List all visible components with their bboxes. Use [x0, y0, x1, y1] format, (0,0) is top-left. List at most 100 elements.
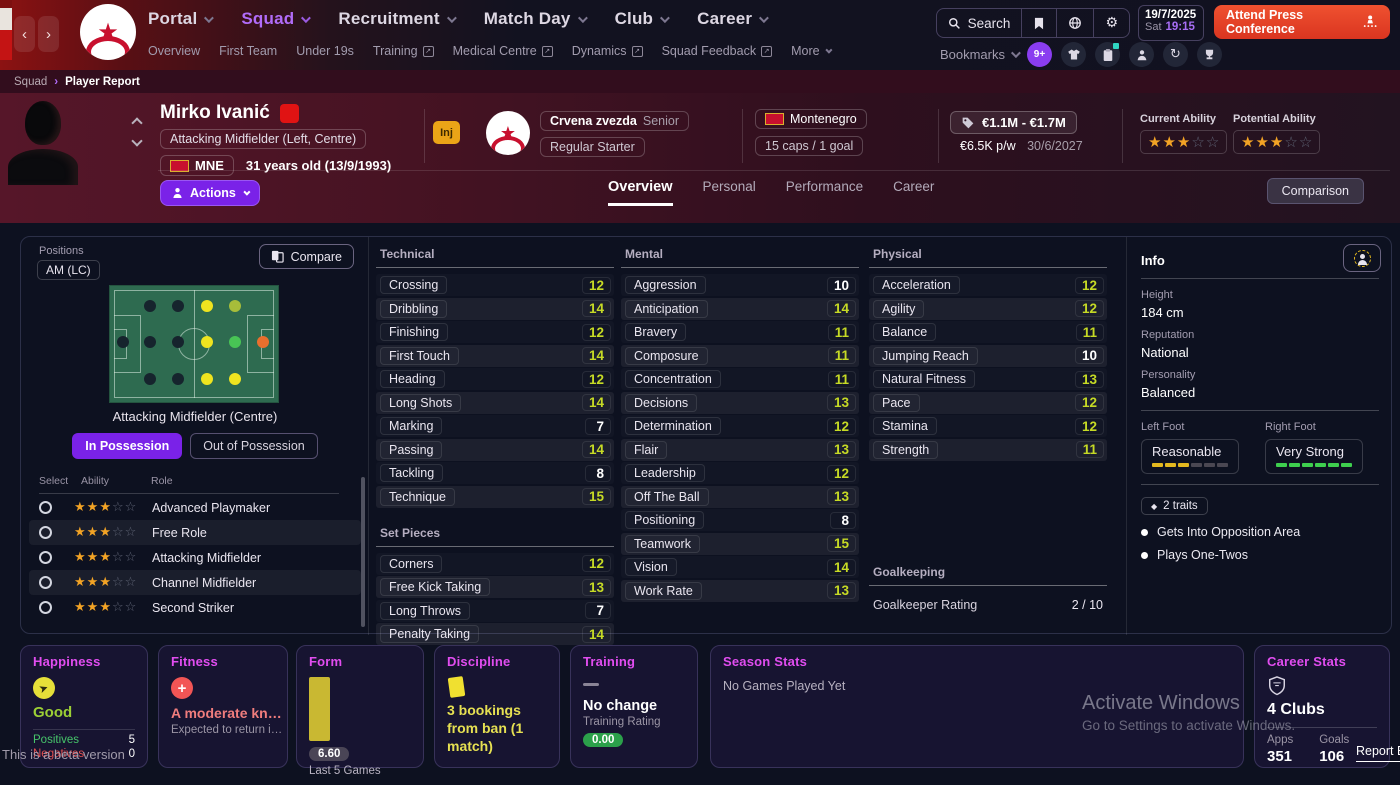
attribute-row[interactable]: Crossing 12: [376, 274, 614, 296]
breadcrumb-parent[interactable]: Squad: [14, 75, 48, 88]
tab-personal[interactable]: Personal: [702, 179, 756, 194]
compare-button[interactable]: Compare: [258, 244, 354, 269]
attribute-row[interactable]: Anticipation 14: [621, 297, 859, 320]
settings-button[interactable]: ⚙: [1093, 9, 1129, 37]
role-radio[interactable]: [39, 601, 52, 614]
attribute-row[interactable]: Acceleration 12: [869, 274, 1107, 296]
in-possession-toggle[interactable]: In Possession: [72, 433, 183, 459]
attribute-row[interactable]: Penalty Taking 14: [376, 623, 614, 645]
attribute-row[interactable]: Balance 11: [869, 321, 1107, 343]
attribute-row[interactable]: Corners 12: [376, 553, 614, 575]
sync-shortcut[interactable]: ↻: [1163, 42, 1188, 67]
attribute-row[interactable]: Work Rate 13: [621, 579, 859, 602]
report-shortcut[interactable]: [1095, 42, 1120, 67]
main-menu-match-day[interactable]: Match Day: [484, 9, 588, 29]
attribute-row[interactable]: Concentration 11: [621, 368, 859, 390]
traits-badge[interactable]: ◆ 2 traits: [1141, 497, 1208, 515]
inbox-badge[interactable]: 9+: [1027, 42, 1052, 67]
sub-menu-medical-centre[interactable]: Medical Centre ↗: [453, 44, 553, 58]
sub-menu-overview[interactable]: Overview: [148, 44, 200, 58]
attribute-row[interactable]: Flair 13: [621, 438, 859, 461]
attribute-row[interactable]: Natural Fitness 13: [869, 368, 1107, 390]
role-row[interactable]: ★ ★ ★ ☆ ☆ Free Role: [29, 520, 361, 545]
role-radio[interactable]: [39, 526, 52, 539]
season-stats-card[interactable]: Season Stats No Games Played Yet: [710, 645, 1244, 768]
role-radio[interactable]: [39, 551, 52, 564]
attribute-row[interactable]: Marking 7: [376, 415, 614, 437]
attribute-row[interactable]: Vision 14: [621, 556, 859, 578]
next-player-button[interactable]: [131, 135, 143, 147]
attribute-row[interactable]: Bravery 11: [621, 321, 859, 343]
notes-button[interactable]: [1021, 9, 1056, 37]
attribute-row[interactable]: Leadership 12: [621, 462, 859, 484]
back-button[interactable]: ‹: [14, 16, 35, 52]
attribute-row[interactable]: Jumping Reach 10: [869, 344, 1107, 367]
squad-shortcut[interactable]: [1061, 42, 1086, 67]
club-crest[interactable]: ★: [486, 111, 530, 155]
world-button[interactable]: [1056, 9, 1093, 37]
attribute-row[interactable]: Teamwork 15: [621, 532, 859, 555]
attribute-row[interactable]: Long Shots 14: [376, 391, 614, 414]
bookmarks-button[interactable]: Bookmarks: [940, 47, 1021, 62]
fitness-card[interactable]: Fitness + A moderate kn… Expected to ret…: [158, 645, 288, 768]
club-pill[interactable]: Crvena zvezda Senior: [540, 111, 689, 131]
main-menu-club[interactable]: Club: [615, 9, 671, 29]
tab-career[interactable]: Career: [893, 179, 935, 194]
form-card[interactable]: Form 6.60 Last 5 Games: [296, 645, 424, 777]
attribute-row[interactable]: Positioning 8: [621, 509, 859, 531]
player-avatar[interactable]: [8, 99, 78, 185]
main-menu-recruitment[interactable]: Recruitment: [338, 9, 457, 29]
club-logo[interactable]: ★: [80, 4, 136, 60]
career-stats-card[interactable]: Career Stats 4 Clubs Apps 351 Goals 106: [1254, 645, 1390, 768]
scout-report-button[interactable]: [1343, 244, 1381, 272]
attribute-row[interactable]: Composure 11: [621, 344, 859, 367]
sub-menu-squad-feedback[interactable]: Squad Feedback ↗: [662, 44, 773, 58]
sub-menu-more[interactable]: More: [791, 44, 833, 58]
main-menu-career[interactable]: Career: [697, 9, 770, 29]
sub-menu-under-19s[interactable]: Under 19s: [296, 44, 354, 58]
sub-menu-first-team[interactable]: First Team: [219, 44, 277, 58]
attribute-row[interactable]: Free Kick Taking 13: [376, 576, 614, 598]
attribute-row[interactable]: Stamina 12: [869, 415, 1107, 437]
training-card[interactable]: Training No change Training Rating 0.00: [570, 645, 698, 768]
attribute-row[interactable]: First Touch 14: [376, 344, 614, 367]
role-row[interactable]: ★ ★ ★ ☆ ☆ Advanced Playmaker: [29, 495, 361, 520]
role-radio[interactable]: [39, 576, 52, 589]
sub-menu-training[interactable]: Training ↗: [373, 44, 434, 58]
role-row[interactable]: ★ ★ ★ ☆ ☆ Second Striker: [29, 595, 361, 620]
game-date[interactable]: 19/7/2025 Sat 19:15: [1138, 5, 1204, 41]
injury-badge[interactable]: Inj: [433, 121, 460, 144]
attribute-row[interactable]: Strength 11: [869, 438, 1107, 461]
main-menu-squad[interactable]: Squad: [241, 9, 312, 29]
sub-menu-dynamics[interactable]: Dynamics ↗: [572, 44, 643, 58]
happiness-card[interactable]: Happiness ➤ Good Positives 5 Negatives 0: [20, 645, 148, 768]
report-bug-link[interactable]: Report Bug: [1356, 744, 1400, 762]
scrollbar-thumb[interactable]: [361, 477, 365, 627]
transfer-value-chip[interactable]: €1.1M - €1.7M: [950, 111, 1077, 134]
search-button[interactable]: Search: [937, 9, 1022, 37]
forward-button[interactable]: ›: [38, 16, 59, 52]
main-menu-portal[interactable]: Portal: [148, 9, 215, 29]
scouting-shortcut[interactable]: [1129, 42, 1154, 67]
out-of-possession-toggle[interactable]: Out of Possession: [190, 433, 318, 459]
tab-overview[interactable]: Overview: [608, 179, 673, 206]
comparison-button[interactable]: Comparison: [1266, 178, 1364, 204]
attribute-row[interactable]: Off The Ball 13: [621, 485, 859, 508]
competitions-shortcut[interactable]: [1197, 42, 1222, 67]
attribute-row[interactable]: Determination 12: [621, 415, 859, 437]
attribute-row[interactable]: Decisions 13: [621, 391, 859, 414]
role-radio[interactable]: [39, 501, 52, 514]
attribute-row[interactable]: Pace 12: [869, 391, 1107, 414]
tab-performance[interactable]: Performance: [785, 179, 864, 194]
attribute-row[interactable]: Finishing 12: [376, 321, 614, 343]
previous-player-button[interactable]: [131, 117, 143, 129]
attribute-row[interactable]: Tackling 8: [376, 462, 614, 484]
attend-press-conference-button[interactable]: Attend Press Conference: [1214, 5, 1390, 39]
attribute-row[interactable]: Technique 15: [376, 485, 614, 508]
actions-button[interactable]: Actions: [160, 180, 260, 206]
discipline-card[interactable]: Discipline 3 bookings from ban (1 match): [434, 645, 560, 768]
role-row[interactable]: ★ ★ ★ ☆ ☆ Attacking Midfielder: [29, 545, 361, 570]
attribute-row[interactable]: Heading 12: [376, 368, 614, 390]
role-row[interactable]: ★ ★ ★ ☆ ☆ Channel Midfielder: [29, 570, 361, 595]
attribute-row[interactable]: Aggression 10: [621, 274, 859, 296]
